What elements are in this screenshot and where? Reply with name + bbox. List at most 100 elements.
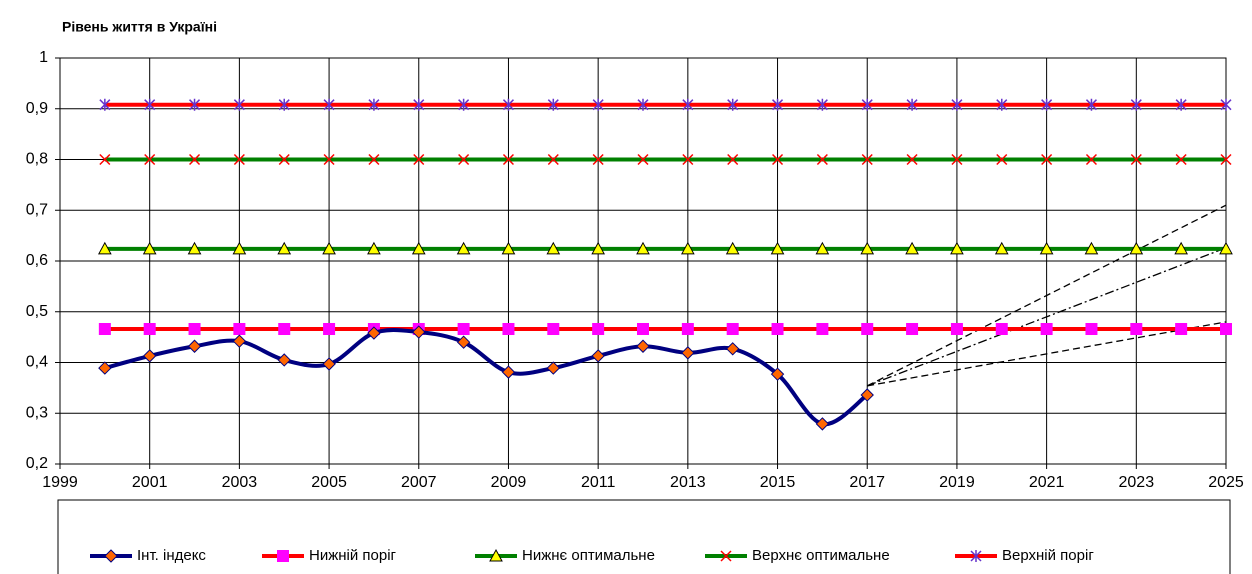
marker — [412, 325, 426, 339]
marker — [456, 241, 471, 255]
marker — [1175, 153, 1187, 166]
marker — [546, 361, 561, 375]
x-tick-label: 2023 — [1119, 474, 1155, 491]
marker — [232, 334, 247, 348]
y-tick-label: 0,2 — [26, 455, 48, 472]
marker — [861, 153, 873, 166]
legend-label: Верхнє оптимальне — [752, 547, 890, 564]
marker — [592, 98, 604, 111]
marker — [142, 349, 157, 363]
y-tick-label: 1 — [39, 49, 48, 66]
marker — [995, 323, 1008, 336]
marker — [99, 153, 111, 166]
series-line — [104, 327, 869, 426]
marker — [591, 241, 605, 255]
marker — [816, 98, 828, 111]
legend-label: Нижній поріг — [309, 547, 397, 564]
marker — [682, 98, 694, 111]
marker — [637, 323, 649, 336]
marker — [144, 153, 156, 166]
marker — [501, 241, 516, 255]
x-tick-label: 2013 — [670, 474, 706, 491]
x-tick-label: 2007 — [401, 474, 437, 491]
y-tick-label: 0,6 — [26, 252, 48, 269]
marker — [458, 153, 470, 166]
marker — [98, 323, 111, 336]
marker — [906, 323, 919, 336]
marker — [458, 98, 470, 111]
legend-box — [57, 499, 1231, 574]
marker — [142, 241, 157, 255]
marker — [98, 241, 112, 255]
marker — [1085, 98, 1097, 111]
marker — [951, 98, 963, 111]
marker — [815, 241, 830, 255]
marker — [1130, 323, 1143, 336]
marker — [1039, 241, 1054, 255]
marker — [860, 241, 875, 255]
marker — [1084, 241, 1099, 255]
marker — [970, 550, 982, 562]
marker — [860, 388, 874, 402]
marker — [99, 98, 111, 111]
x-tick-label: 2011 — [581, 474, 616, 491]
marker — [457, 323, 470, 336]
marker — [277, 550, 289, 562]
x-tick-label: 2001 — [132, 474, 168, 491]
marker — [1220, 98, 1232, 111]
marker — [547, 323, 560, 336]
marker — [682, 153, 694, 166]
y-tick-label: 0,9 — [26, 100, 48, 117]
marker — [1175, 323, 1188, 336]
marker — [323, 323, 336, 336]
marker — [1085, 153, 1097, 166]
marker — [906, 153, 918, 166]
marker — [368, 98, 380, 111]
x-tick-label: 2005 — [311, 474, 347, 491]
marker — [277, 241, 292, 255]
x-tick-label: 2025 — [1208, 474, 1244, 491]
marker — [720, 550, 732, 562]
marker — [950, 241, 964, 255]
marker — [727, 153, 739, 166]
marker — [411, 241, 426, 255]
marker — [233, 153, 245, 166]
marker — [1220, 153, 1232, 166]
marker — [187, 241, 202, 255]
marker — [502, 98, 514, 111]
marker — [1130, 98, 1142, 111]
marker — [1174, 241, 1188, 255]
marker — [489, 548, 503, 562]
marker — [1219, 241, 1233, 255]
marker — [322, 357, 336, 371]
marker — [906, 98, 918, 111]
marker — [277, 353, 291, 367]
marker — [232, 241, 247, 255]
marker — [681, 323, 694, 336]
marker — [98, 361, 112, 375]
marker — [637, 153, 649, 166]
marker — [636, 241, 650, 255]
y-tick-label: 0,7 — [26, 201, 48, 218]
marker — [681, 346, 695, 360]
marker — [278, 98, 290, 111]
marker — [905, 241, 919, 255]
marker — [502, 153, 514, 166]
marker — [1041, 153, 1053, 166]
y-tick-label: 0,4 — [26, 354, 48, 371]
marker — [547, 98, 559, 111]
marker — [456, 335, 471, 349]
marker — [770, 241, 785, 255]
marker — [1220, 323, 1232, 336]
marker — [104, 549, 118, 563]
marker — [861, 323, 874, 336]
marker — [189, 153, 201, 166]
x-tick-label: 2009 — [491, 474, 527, 491]
marker — [1085, 323, 1098, 336]
legend-label: Інт. індекс — [137, 547, 206, 564]
x-tick-label: 2003 — [222, 474, 258, 491]
marker — [1130, 153, 1142, 166]
marker — [368, 153, 380, 166]
marker — [278, 153, 290, 166]
